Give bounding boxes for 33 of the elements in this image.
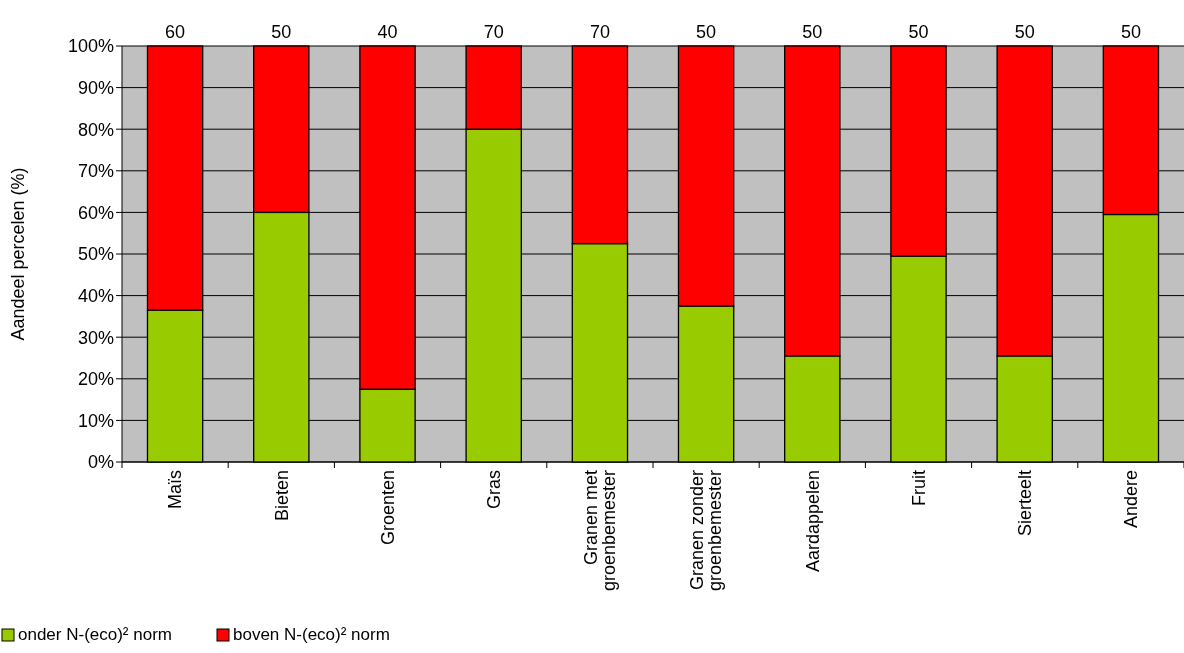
y-tick-label: 10% [77,410,114,431]
y-tick-label: 80% [77,119,114,140]
y-axis-title: Aandeel percelen (%) [8,167,28,341]
x-tick-label: Aardappelen [802,470,823,573]
y-tick-label: 20% [77,369,114,390]
y-tick-label: 60% [77,202,114,223]
annotation: 70 [589,22,610,42]
x-tick-label: Fruit [908,470,929,506]
annotation: 50 [908,22,929,42]
y-tick-label: 40% [77,285,114,306]
x-tick-label: Bieten [271,470,292,522]
annotation: 60 [165,22,186,42]
annotation: 50 [696,22,717,42]
legend-label: boven N-(eco)² norm [233,625,390,644]
y-tick-label: 30% [77,327,114,348]
annotation: 50 [802,22,823,42]
x-tick-label: Andere [1121,470,1142,529]
x-tick-label: Sierteelt [1015,470,1035,537]
y-tick-label: 100% [67,36,114,57]
x-tick-label: Maïs [165,470,186,510]
x-tick-label: Gras [484,470,504,510]
y-tick-label: 90% [77,77,114,98]
legend-label: onder N-(eco)² norm [18,625,172,644]
annotation: 70 [483,22,504,42]
y-tick-label: 50% [77,244,114,265]
x-tick-label: Groenten [377,470,398,546]
annotation: 50 [1120,22,1141,42]
annotation: 40 [377,22,398,42]
y-tick-label: 70% [77,161,114,182]
annotation: 50 [271,22,292,42]
x-tick-label: Granen met groenbemester [581,470,620,592]
annotation: 50 [1014,22,1035,42]
y-tick-label: 0% [87,452,114,473]
